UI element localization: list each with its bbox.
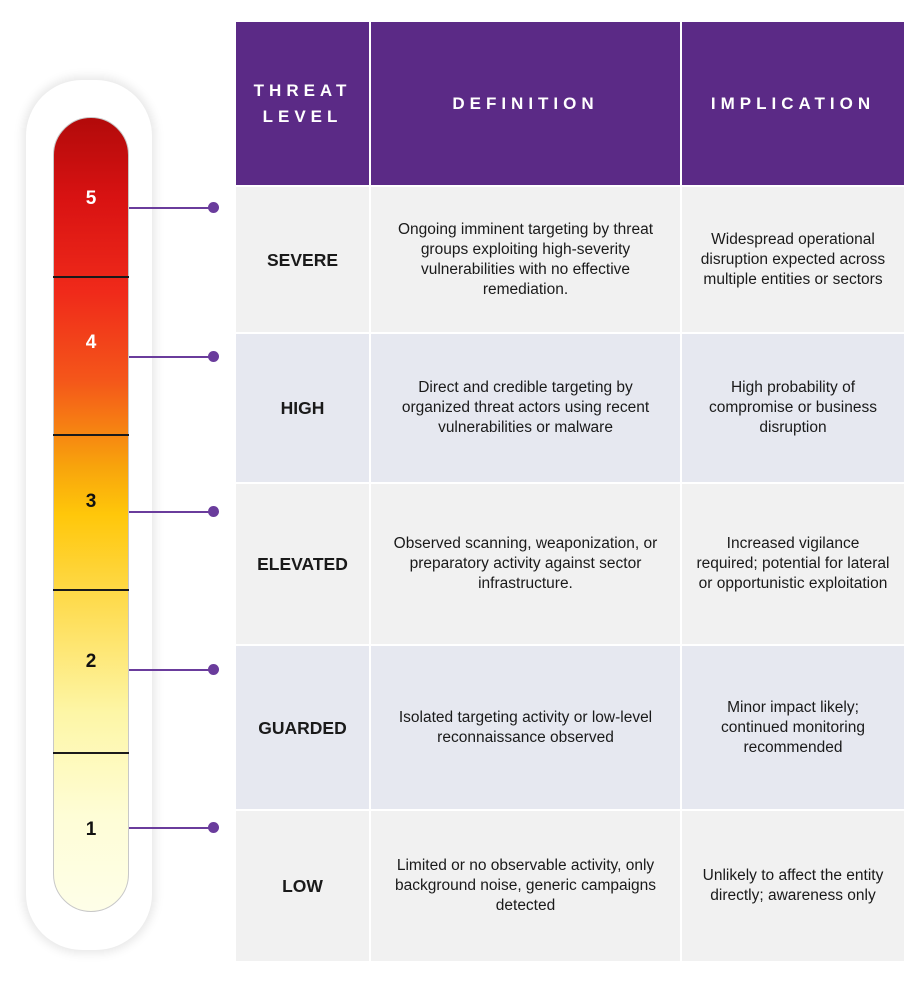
level-number-2: 2 (85, 651, 97, 672)
level-divider (53, 589, 129, 591)
connector-dot-4 (208, 351, 219, 362)
connector-line-4 (129, 356, 213, 358)
implication-high: High probability of compromise or busine… (682, 334, 904, 482)
definition-severe: Ongoing imminent targeting by threat gro… (371, 187, 680, 332)
level-name-low: LOW (236, 811, 369, 961)
level-name-elevated: ELEVATED (236, 484, 369, 644)
implication-low: Unlikely to affect the entity directly; … (682, 811, 904, 961)
level-divider (53, 276, 129, 278)
header-definition: DEFINITION (371, 22, 680, 185)
header-implication: IMPLICATION (682, 22, 904, 185)
header-threat-level: THREAT LEVEL (236, 22, 369, 185)
connector-line-3 (129, 511, 213, 513)
connector-dot-5 (208, 202, 219, 213)
level-number-4: 4 (85, 332, 97, 353)
threat-level-table: THREAT LEVEL DEFINITION IMPLICATION SEVE… (236, 22, 904, 961)
level-name-high: HIGH (236, 334, 369, 482)
definition-low: Limited or no observable activity, only … (371, 811, 680, 961)
implication-severe: Widespread operational disruption expect… (682, 187, 904, 332)
definition-high: Direct and credible targeting by organiz… (371, 334, 680, 482)
definition-elevated: Observed scanning, weaponization, or pre… (371, 484, 680, 644)
connector-line-2 (129, 669, 213, 671)
level-number-5: 5 (85, 188, 97, 209)
level-number-1: 1 (85, 819, 97, 840)
connector-dot-1 (208, 822, 219, 833)
connector-dot-2 (208, 664, 219, 675)
level-divider (53, 434, 129, 436)
level-divider (53, 752, 129, 754)
implication-guarded: Minor impact likely; continued monitorin… (682, 646, 904, 809)
implication-elevated: Increased vigilance required; potential … (682, 484, 904, 644)
level-name-severe: SEVERE (236, 187, 369, 332)
connector-dot-3 (208, 506, 219, 517)
level-name-guarded: GUARDED (236, 646, 369, 809)
threat-gradient-bar (53, 117, 129, 912)
connector-line-1 (129, 827, 213, 829)
definition-guarded: Isolated targeting activity or low-level… (371, 646, 680, 809)
connector-line-5 (129, 207, 213, 209)
level-number-3: 3 (85, 491, 97, 512)
